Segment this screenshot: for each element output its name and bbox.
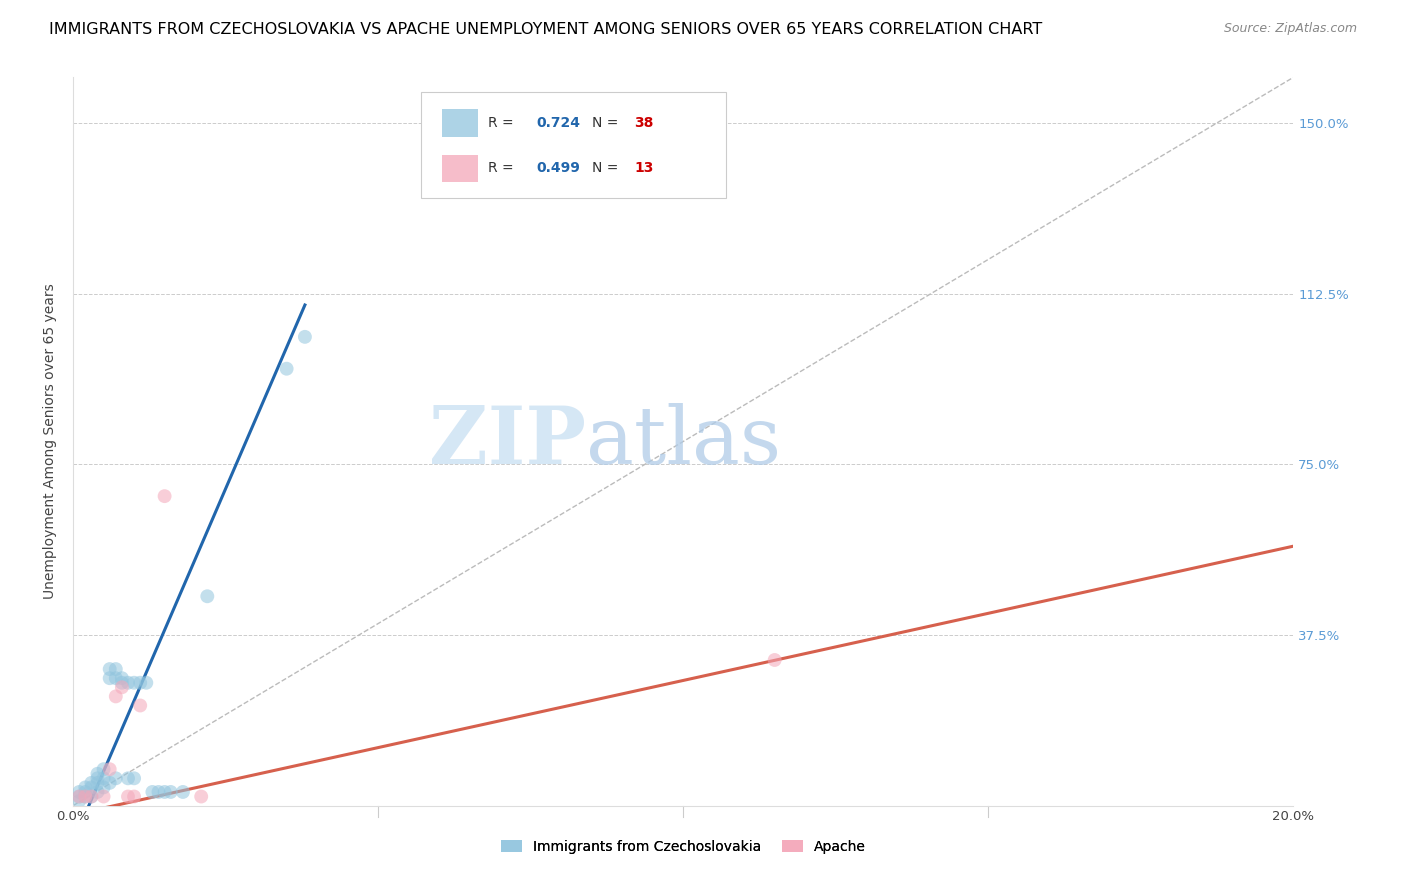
FancyBboxPatch shape [441, 154, 478, 182]
Point [141, 785, 163, 799]
Text: R =: R = [488, 116, 517, 130]
Point [75, 785, 97, 799]
FancyBboxPatch shape [441, 110, 478, 137]
Point [135, 675, 157, 690]
Point [86, 772, 108, 786]
Point [117, 772, 139, 786]
Point [80, 776, 103, 790]
Text: 38: 38 [634, 116, 654, 130]
Point [75, 780, 97, 795]
Point [86, 785, 108, 799]
Point [122, 772, 145, 786]
Point [93, 789, 115, 804]
Text: atlas: atlas [585, 402, 780, 481]
Text: Source: ZipAtlas.com: Source: ZipAtlas.com [1223, 22, 1357, 36]
Point [122, 675, 145, 690]
Point [86, 776, 108, 790]
Point [86, 766, 108, 780]
Text: ZIP: ZIP [429, 402, 585, 481]
Point [111, 671, 134, 685]
Point [80, 789, 103, 804]
Point [122, 789, 145, 804]
Text: N =: N = [592, 161, 623, 176]
Point [93, 780, 115, 795]
Y-axis label: Unemployment Among Seniors over 65 years: Unemployment Among Seniors over 65 years [44, 284, 58, 599]
FancyBboxPatch shape [420, 92, 725, 198]
Point [117, 675, 139, 690]
Point [67, 785, 90, 799]
Point [104, 690, 127, 704]
Point [93, 762, 115, 776]
Point [98, 662, 121, 676]
Point [195, 589, 218, 603]
Point [129, 675, 152, 690]
Text: 0.724: 0.724 [537, 116, 581, 130]
Point [190, 789, 212, 804]
Point [75, 789, 97, 804]
Point [153, 785, 176, 799]
Legend: Immigrants from Czechoslovakia, Apache: Immigrants from Czechoslovakia, Apache [494, 832, 873, 861]
Point [67, 789, 90, 804]
Point [153, 489, 176, 503]
Point [104, 662, 127, 676]
Point [67, 794, 90, 808]
Point [111, 675, 134, 690]
Text: 0.499: 0.499 [537, 161, 581, 176]
Point [93, 772, 115, 786]
Point [75, 789, 97, 804]
Point [67, 789, 90, 804]
Point [80, 789, 103, 804]
Text: N =: N = [592, 116, 623, 130]
Point [98, 762, 121, 776]
Point [80, 780, 103, 795]
Point [111, 681, 134, 695]
Point [104, 671, 127, 685]
Text: 13: 13 [634, 161, 654, 176]
Point [98, 776, 121, 790]
Point [276, 361, 298, 376]
Point [117, 789, 139, 804]
Point [98, 671, 121, 685]
Text: IMMIGRANTS FROM CZECHOSLOVAKIA VS APACHE UNEMPLOYMENT AMONG SENIORS OVER 65 YEAR: IMMIGRANTS FROM CZECHOSLOVAKIA VS APACHE… [49, 22, 1042, 37]
Point [294, 330, 316, 344]
Point [148, 785, 170, 799]
Point [129, 698, 152, 713]
Point [172, 785, 194, 799]
Point [104, 772, 127, 786]
Point [159, 785, 181, 799]
Point [763, 653, 786, 667]
Text: R =: R = [488, 161, 517, 176]
